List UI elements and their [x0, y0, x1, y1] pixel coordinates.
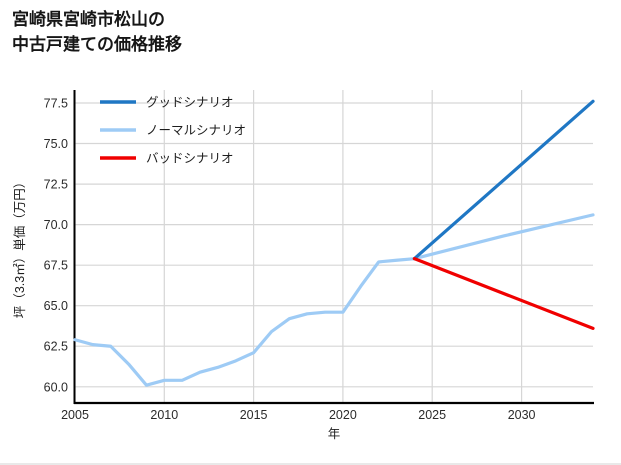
y-tick-label: 65.0: [44, 299, 68, 313]
series-line-1: [73, 213, 595, 387]
data-series-lines: [73, 99, 595, 387]
x-tick-label: 2020: [329, 408, 357, 422]
y-tick-labels: 60.0 62.5 65.0 67.5 70.0 72.5 75.0 77.5: [44, 97, 68, 395]
y-tick-label: 70.0: [44, 218, 68, 232]
axis-lines: [73, 90, 594, 405]
y-tick-label: 67.5: [44, 259, 68, 273]
x-tick-label: 2010: [150, 408, 178, 422]
y-tick-label: 60.0: [44, 380, 68, 394]
x-tick-label: 2015: [240, 408, 268, 422]
x-tick-label: 2025: [418, 408, 446, 422]
y-tick-label: 75.0: [44, 137, 68, 151]
series-line-0: [412, 99, 595, 261]
series-line-2: [412, 257, 595, 330]
y-tick-label: 77.5: [44, 97, 68, 111]
x-tick-label: 2030: [508, 408, 536, 422]
legend-label-2: バッドシナリオ: [146, 152, 234, 166]
legend-label-0: グッドシナリオ: [146, 96, 234, 110]
x-tick-label: 2005: [61, 408, 89, 422]
gridlines: [74, 90, 593, 403]
x-axis-title: 年: [328, 427, 341, 441]
y-tick-label: 62.5: [44, 340, 68, 354]
y-axis-title: 坪（3.3㎡）単価（万円）: [13, 176, 27, 318]
y-tick-label: 72.5: [44, 178, 68, 192]
legend-label-1: ノーマルシナリオ: [146, 124, 246, 138]
page-title: 宮崎県宮崎市松山の 中古戸建ての価格推移: [12, 10, 182, 54]
x-tick-labels: 2005 2010 2015 2020 2025 2030: [61, 408, 535, 422]
